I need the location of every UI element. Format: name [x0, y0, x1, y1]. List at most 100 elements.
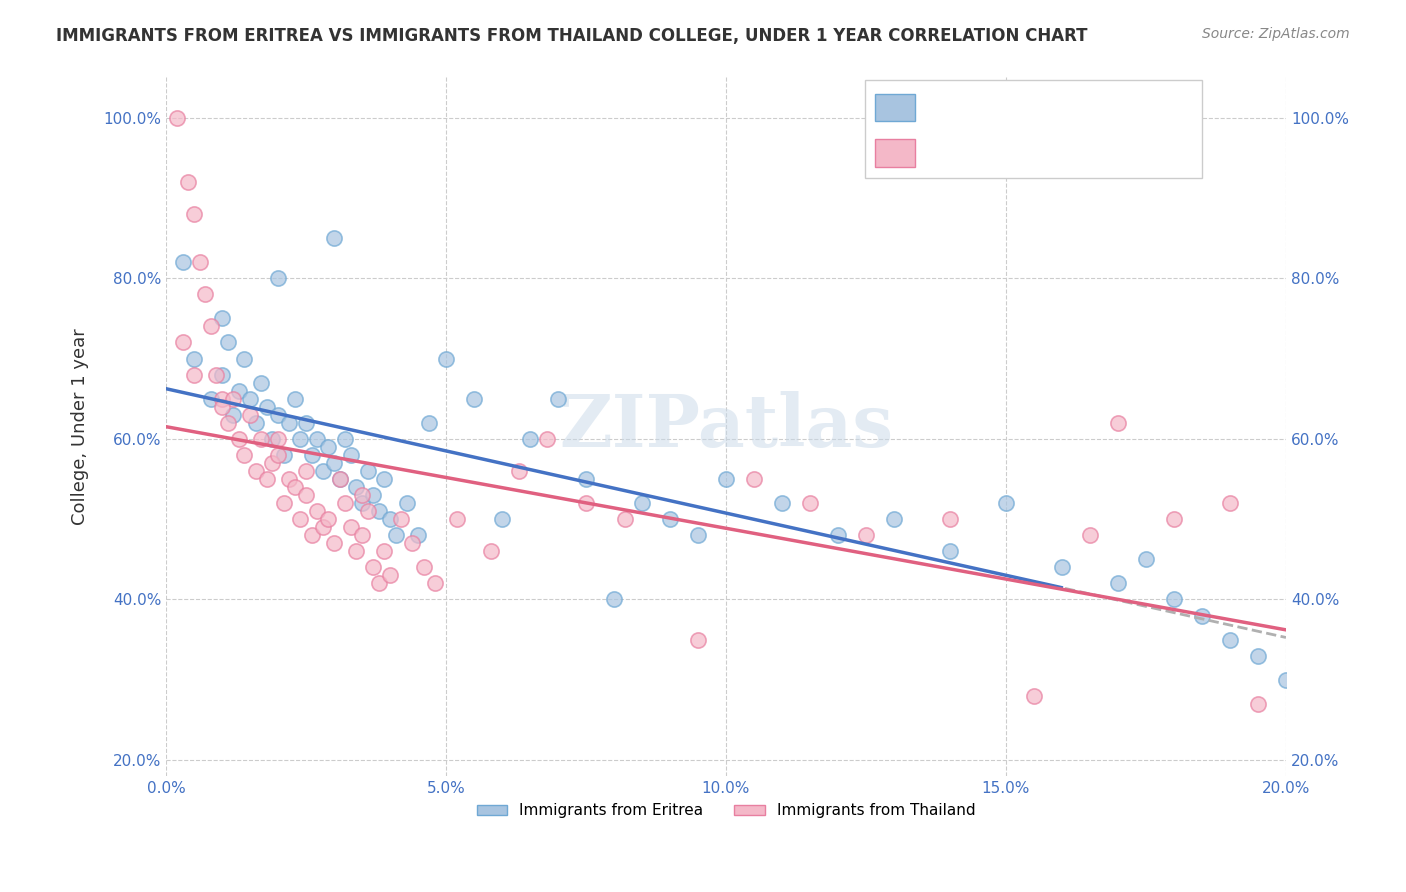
Point — [295, 416, 318, 430]
Point — [166, 111, 188, 125]
Point — [278, 416, 301, 430]
Point — [463, 392, 485, 406]
Point — [177, 175, 200, 189]
Point — [1191, 608, 1213, 623]
Point — [245, 464, 267, 478]
Point — [312, 520, 335, 534]
Point — [194, 287, 217, 301]
Point — [350, 496, 373, 510]
Point — [239, 408, 262, 422]
Point — [245, 416, 267, 430]
Point — [312, 464, 335, 478]
Point — [519, 432, 541, 446]
FancyBboxPatch shape — [875, 139, 915, 167]
Point — [339, 520, 361, 534]
Text: IMMIGRANTS FROM ERITREA VS IMMIGRANTS FROM THAILAND COLLEGE, UNDER 1 YEAR CORREL: IMMIGRANTS FROM ERITREA VS IMMIGRANTS FR… — [56, 27, 1088, 45]
Point — [373, 472, 395, 486]
Point — [742, 472, 765, 486]
Point — [323, 231, 346, 245]
Point — [686, 528, 709, 542]
Point — [508, 464, 530, 478]
Point — [273, 496, 295, 510]
Point — [1219, 496, 1241, 510]
Point — [356, 504, 378, 518]
Point — [1022, 689, 1045, 703]
Point — [335, 432, 357, 446]
Point — [412, 560, 434, 574]
Point — [395, 496, 418, 510]
Point — [770, 496, 793, 510]
Point — [262, 432, 284, 446]
Point — [188, 255, 211, 269]
Legend: Immigrants from Eritrea, Immigrants from Thailand: Immigrants from Eritrea, Immigrants from… — [471, 797, 981, 824]
Point — [267, 408, 290, 422]
Point — [367, 504, 389, 518]
FancyBboxPatch shape — [865, 80, 1202, 178]
Point — [1050, 560, 1073, 574]
Text: N = 65: N = 65 — [1074, 98, 1136, 116]
Point — [714, 472, 737, 486]
Point — [301, 528, 323, 542]
Text: N = 65: N = 65 — [1074, 143, 1136, 161]
Point — [323, 536, 346, 550]
Point — [256, 400, 278, 414]
Point — [423, 576, 446, 591]
Point — [378, 568, 401, 582]
Point — [536, 432, 558, 446]
Point — [329, 472, 352, 486]
Point — [228, 384, 250, 398]
Point — [1219, 632, 1241, 647]
Point — [1163, 592, 1185, 607]
Point — [183, 207, 205, 221]
Point — [603, 592, 626, 607]
Point — [939, 544, 962, 558]
Point — [222, 408, 245, 422]
Point — [994, 496, 1017, 510]
Point — [1135, 552, 1157, 566]
Point — [367, 576, 389, 591]
Text: -0.336: -0.336 — [976, 98, 1036, 116]
Point — [233, 351, 256, 366]
Point — [631, 496, 654, 510]
Point — [384, 528, 406, 542]
Point — [1078, 528, 1101, 542]
Point — [614, 512, 637, 526]
Point — [479, 544, 502, 558]
Point — [344, 480, 367, 494]
Point — [575, 472, 598, 486]
Point — [250, 376, 273, 390]
Point — [799, 496, 821, 510]
Point — [278, 472, 301, 486]
Point — [827, 528, 849, 542]
Point — [217, 416, 239, 430]
Point — [1247, 648, 1270, 663]
Point — [301, 448, 323, 462]
Point — [361, 488, 384, 502]
Point — [329, 472, 352, 486]
Point — [228, 432, 250, 446]
Point — [491, 512, 513, 526]
Point — [183, 368, 205, 382]
Y-axis label: College, Under 1 year: College, Under 1 year — [72, 328, 89, 525]
Point — [378, 512, 401, 526]
Point — [335, 496, 357, 510]
Point — [273, 448, 295, 462]
Text: -0.184: -0.184 — [976, 143, 1035, 161]
Point — [211, 400, 233, 414]
Point — [211, 392, 233, 406]
Point — [222, 392, 245, 406]
Point — [344, 544, 367, 558]
Point — [323, 456, 346, 470]
Point — [267, 432, 290, 446]
Point — [295, 488, 318, 502]
Point — [373, 544, 395, 558]
Point — [446, 512, 468, 526]
Text: R =: R = — [925, 98, 962, 116]
Point — [659, 512, 682, 526]
Point — [211, 368, 233, 382]
Point — [262, 456, 284, 470]
Point — [939, 512, 962, 526]
Point — [183, 351, 205, 366]
Point — [547, 392, 569, 406]
Point — [172, 255, 194, 269]
